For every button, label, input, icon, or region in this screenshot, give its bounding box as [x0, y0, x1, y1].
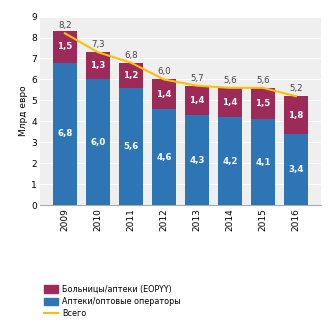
Bar	[85, 52, 110, 79]
Bar	[118, 88, 143, 205]
Text: 1,5: 1,5	[57, 42, 72, 51]
Text: 6,0: 6,0	[157, 67, 171, 76]
Text: 1,4: 1,4	[222, 98, 238, 107]
Bar	[251, 119, 275, 205]
Text: 4,1: 4,1	[255, 158, 271, 167]
Bar	[118, 63, 143, 88]
Bar	[184, 86, 209, 115]
Bar	[217, 88, 242, 117]
Text: 6,0: 6,0	[90, 138, 106, 147]
Bar	[284, 96, 308, 134]
Text: 5,6: 5,6	[256, 76, 270, 85]
Bar	[251, 88, 275, 119]
Text: 3,4: 3,4	[288, 165, 304, 174]
Text: 8,2: 8,2	[58, 21, 72, 30]
Bar	[184, 115, 209, 205]
Text: 7,3: 7,3	[91, 40, 105, 49]
Text: 1,2: 1,2	[123, 71, 139, 80]
Bar	[284, 134, 308, 205]
Text: 6,8: 6,8	[124, 51, 138, 60]
Text: 4,3: 4,3	[189, 156, 205, 165]
Text: 5,6: 5,6	[223, 76, 237, 85]
Text: 1,3: 1,3	[90, 61, 106, 70]
Text: 1,4: 1,4	[156, 90, 172, 99]
Text: 5,7: 5,7	[190, 73, 204, 82]
Text: 5,2: 5,2	[289, 84, 303, 93]
Legend: Больницы/аптеки (EOPYY), Аптеки/оптовые операторы, Всего: Больницы/аптеки (EOPYY), Аптеки/оптовые …	[44, 285, 181, 318]
Bar	[152, 79, 176, 109]
Bar	[53, 31, 77, 63]
Bar	[85, 79, 110, 205]
Text: 4,2: 4,2	[222, 157, 238, 166]
Text: 4,6: 4,6	[156, 153, 172, 162]
Text: 5,6: 5,6	[123, 142, 138, 151]
Bar	[152, 109, 176, 205]
Bar	[217, 117, 242, 205]
Text: 1,4: 1,4	[189, 96, 205, 105]
Text: 1,8: 1,8	[288, 111, 304, 119]
Text: 1,5: 1,5	[255, 99, 270, 108]
Text: 6,8: 6,8	[57, 129, 72, 138]
Bar	[53, 63, 77, 205]
Y-axis label: Млрд евро: Млрд евро	[20, 86, 28, 136]
